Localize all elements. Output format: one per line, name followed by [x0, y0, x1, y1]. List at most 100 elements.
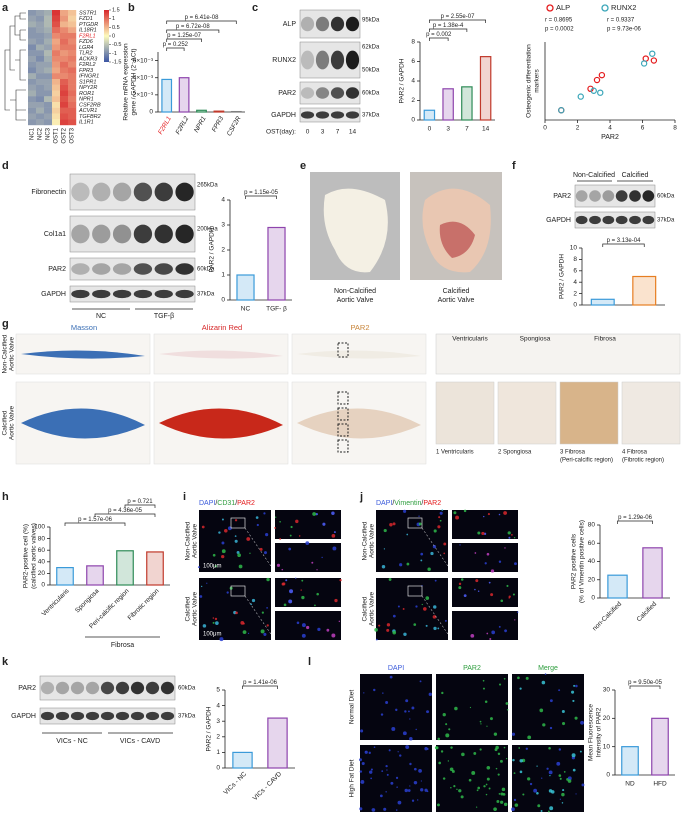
row-label: High Fat Diet	[349, 759, 356, 797]
y-tick-label: 10	[603, 743, 611, 750]
blot-band	[40, 681, 55, 695]
fluorescence-signal	[559, 798, 561, 800]
fluorescence-image	[452, 578, 518, 607]
x-tick-label: CSF2R	[226, 115, 243, 137]
blot-band	[602, 215, 615, 225]
y-tick-label: 80	[588, 522, 596, 529]
fluorescence-signal	[420, 559, 423, 562]
x-tick-label: 6	[641, 125, 645, 132]
blot-band	[345, 16, 360, 32]
bar	[590, 298, 615, 306]
fluorescence-signal	[525, 747, 528, 750]
fluorescence-signal	[561, 721, 566, 726]
group-label: VICs - CAVD	[120, 738, 160, 745]
fluorescence-signal	[483, 785, 486, 788]
y-tick-label: 0	[411, 117, 415, 124]
fluorescence-signal	[549, 806, 554, 811]
fluorescence-signal	[503, 802, 508, 807]
zoom-frame	[337, 439, 349, 453]
photo-caption: Aortic Valve	[438, 297, 475, 304]
legend-label: ALP	[556, 3, 570, 12]
fluorescence-signal	[261, 611, 264, 614]
fluorescence-signal	[432, 615, 437, 619]
x-tick-label: F2RL1	[157, 115, 173, 136]
fluorescence-signal	[389, 675, 393, 679]
fluorescence-signal	[383, 528, 387, 533]
bar	[607, 574, 628, 599]
fluorescence-signal	[494, 748, 498, 752]
heatmap-cell	[52, 79, 61, 85]
zoom-frame	[407, 517, 423, 529]
layer-label: Fibrosa	[594, 336, 616, 343]
fluorescence-signal	[542, 723, 546, 727]
row-label: TGFBR2	[79, 114, 101, 120]
stat-label: r = 0.9337	[607, 18, 635, 24]
comparison-bracket	[94, 513, 156, 517]
fluorescence-signal	[498, 625, 501, 628]
blot-band	[133, 224, 153, 244]
fluorescence-signal	[420, 552, 424, 556]
fluorescence-signal	[331, 633, 336, 638]
heatmap-cell	[68, 107, 77, 114]
zoom-caption: 1 Ventricularis	[436, 450, 474, 456]
blot-band	[575, 215, 588, 225]
x-tick-label: Ventricularis	[41, 587, 72, 618]
fluorescence-signal	[395, 776, 399, 779]
channel-header: Merge	[538, 665, 558, 672]
fluorescence-signal	[386, 628, 390, 632]
p-value: p = 0.252	[163, 42, 189, 48]
fluorescence-signal	[214, 617, 218, 621]
heatmap-cell	[52, 84, 61, 91]
fluorescence-signal	[573, 684, 576, 687]
fluorescence-signal	[397, 751, 399, 753]
fluorescence-signal	[425, 596, 430, 600]
heatmap-cell	[68, 10, 77, 16]
heatmap-cell	[28, 33, 37, 39]
fluorescence-signal	[489, 717, 493, 721]
fluorescence-signal	[226, 591, 229, 594]
fluorescence-signal	[486, 632, 489, 635]
fluorescence-signal	[508, 597, 510, 599]
row-label: NPY2R	[79, 85, 97, 91]
bar	[116, 550, 134, 586]
band-label: PAR2	[18, 685, 36, 692]
blot-band	[160, 681, 175, 695]
fluorescence-image	[512, 674, 584, 740]
fluorescence-signal	[421, 603, 423, 606]
row-label: Calcified	[362, 596, 369, 621]
size-label: 60kDa	[197, 267, 215, 273]
panel-letter: f	[512, 160, 516, 172]
heatmap-cell	[44, 38, 53, 45]
fluorescence-signal	[484, 562, 487, 565]
size-label: 60kDa	[657, 194, 675, 200]
fluorescence-signal	[301, 579, 304, 582]
heatmap-cell	[68, 33, 77, 39]
y-tick-label: 4	[216, 702, 220, 709]
fluorescence-signal	[541, 680, 546, 685]
x-tick-label: TGF- β	[266, 306, 287, 313]
fluorescence-signal	[514, 619, 516, 621]
fluorescence-signal	[403, 509, 407, 513]
fluorescence-signal	[283, 603, 287, 607]
fluorescence-signal	[548, 747, 551, 750]
fluorescence-signal	[285, 579, 288, 582]
heatmap-cell	[60, 56, 69, 62]
tissue	[159, 350, 283, 359]
x-tick-label: F2RL2	[175, 115, 191, 136]
lane-label: 14	[349, 129, 357, 136]
fluorescence-signal	[361, 762, 365, 766]
heatmap-cell	[68, 61, 77, 68]
y-tick-label: 4	[573, 279, 577, 286]
blot-band	[330, 87, 345, 99]
x-tick-label: 3	[446, 126, 450, 133]
y-tick-label: 100	[34, 524, 45, 531]
p-value: p = 6.41e-08	[185, 15, 220, 21]
fluorescence-signal	[483, 515, 485, 518]
fluorescence-signal	[332, 546, 337, 551]
fluorescence-signal	[486, 777, 490, 781]
fluorescence-signal	[525, 676, 529, 680]
fluorescence-signal	[491, 630, 496, 635]
fluorescence-signal	[411, 706, 415, 710]
comparison-bracket	[429, 37, 449, 41]
p-value: p = 6.72e-08	[176, 24, 211, 30]
